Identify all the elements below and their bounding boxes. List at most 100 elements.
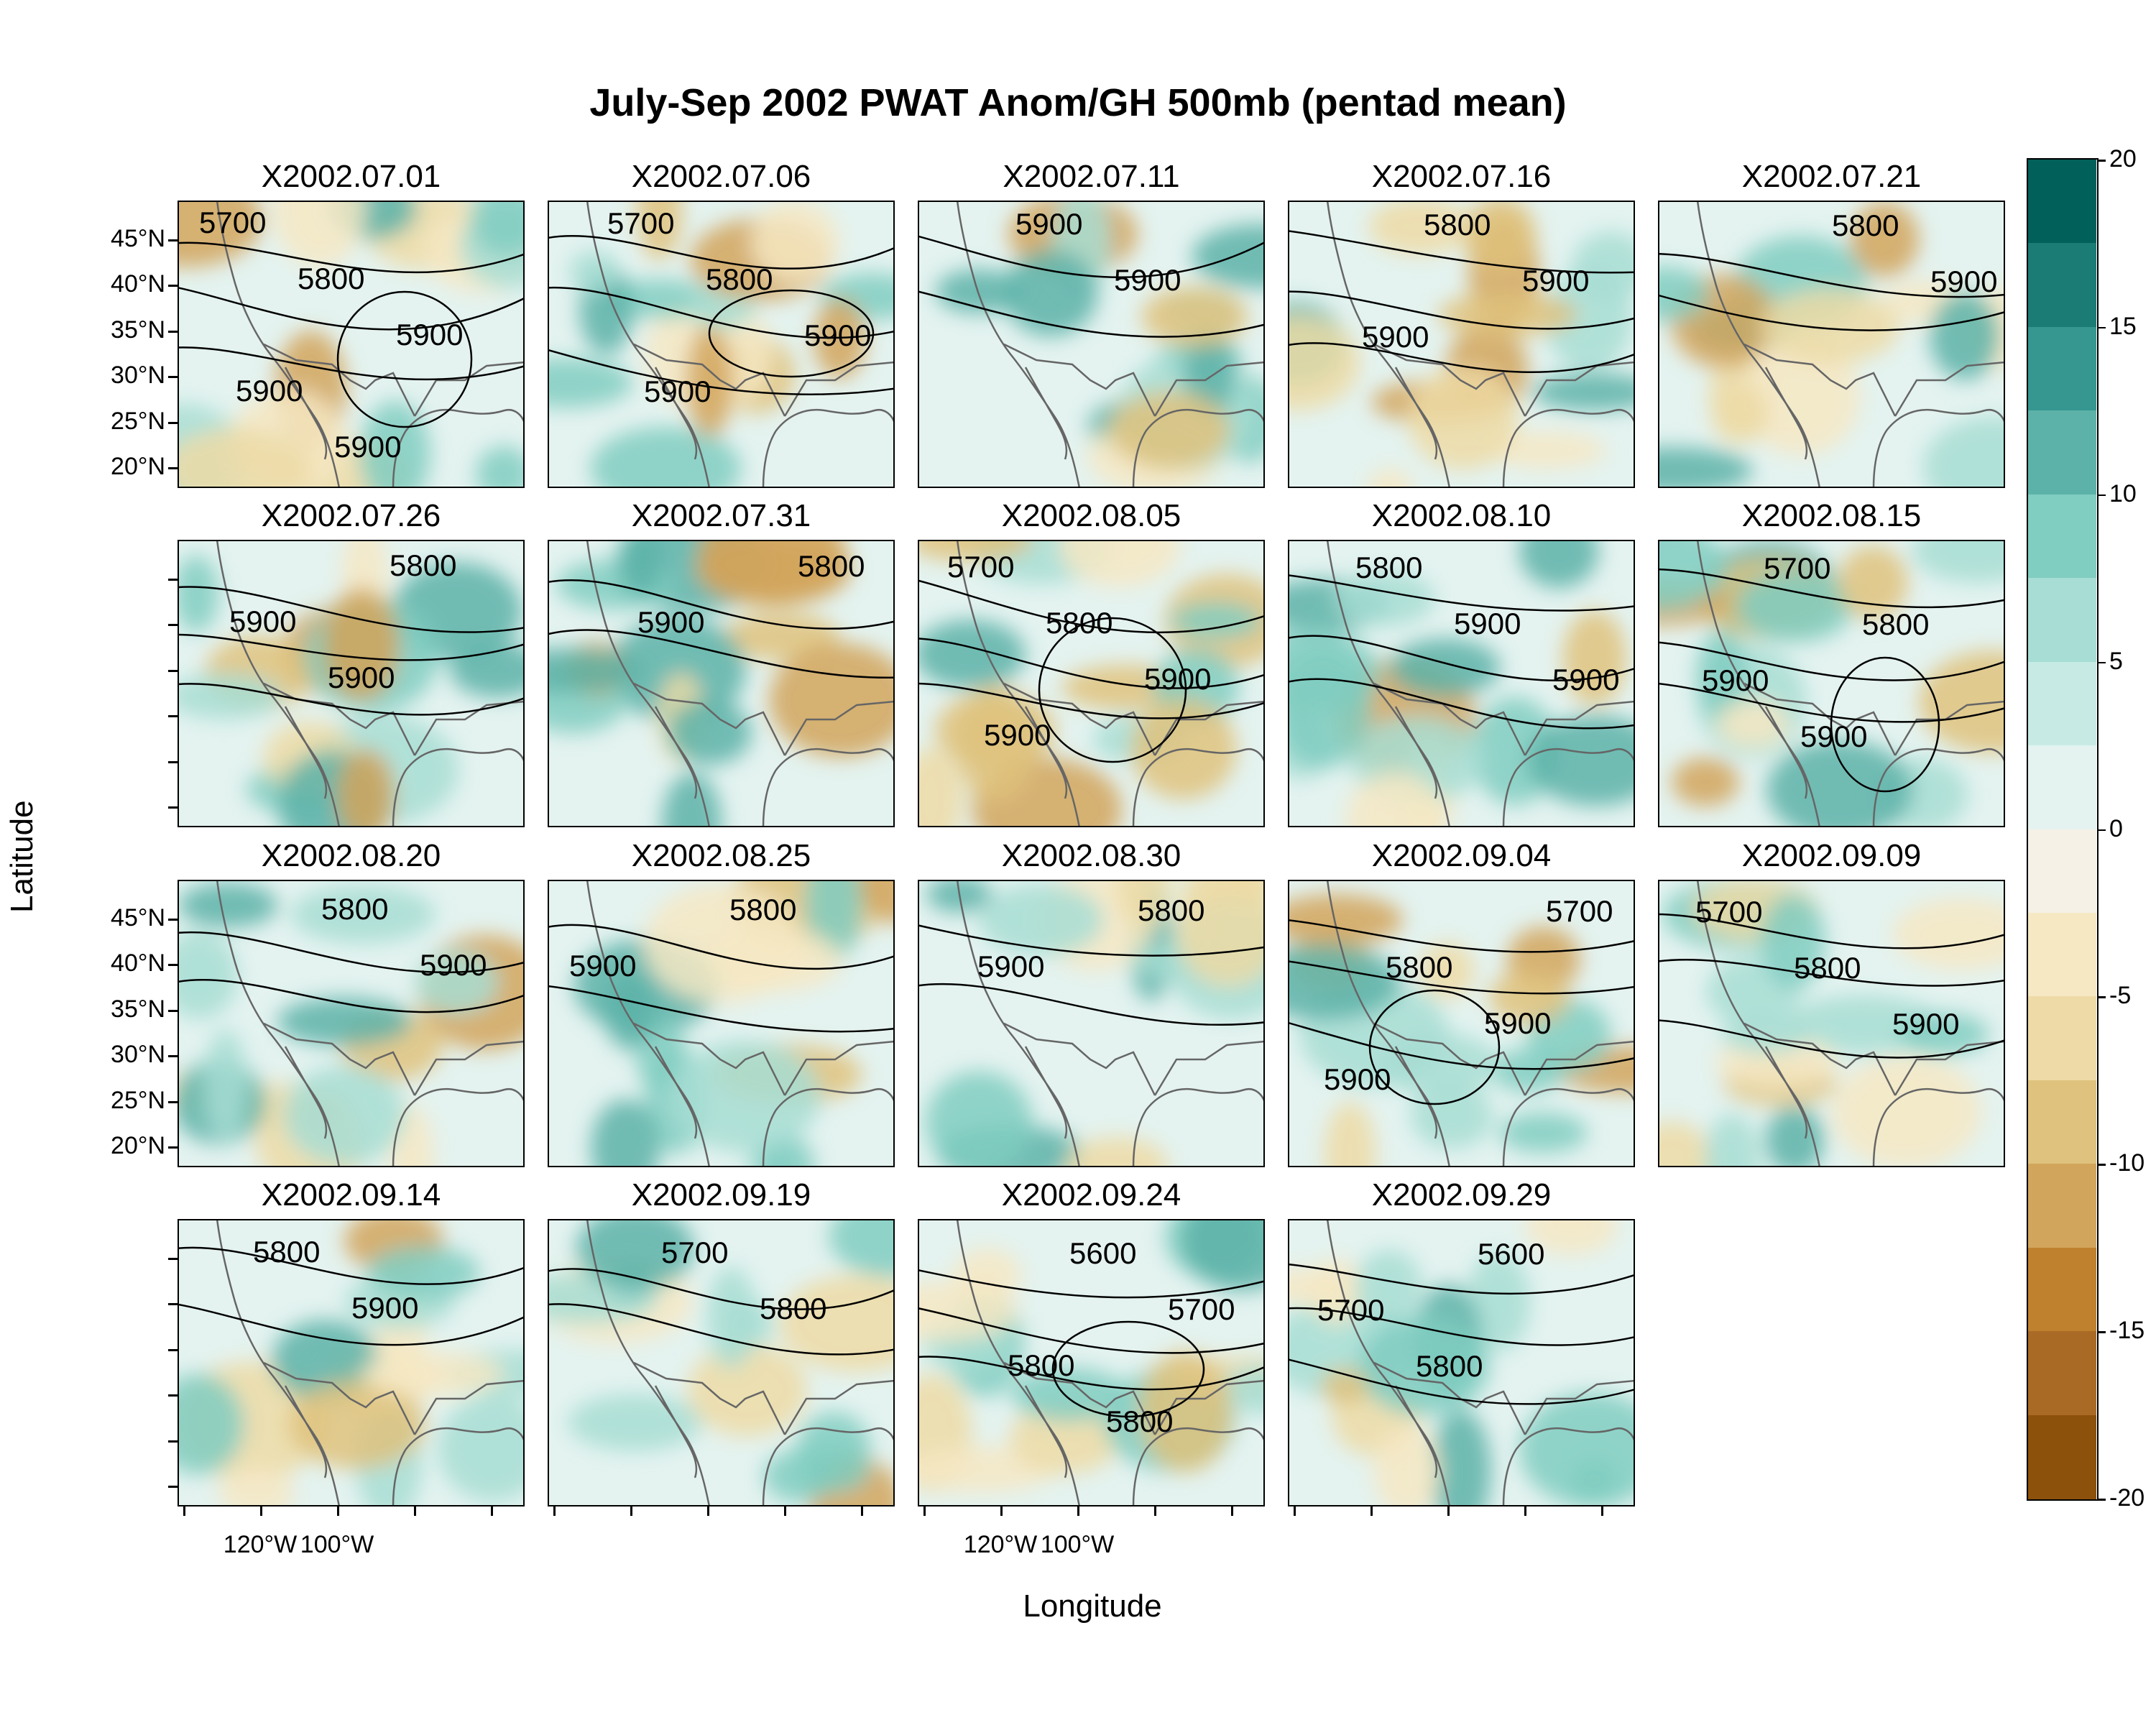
height-contour	[918, 924, 1265, 957]
longitude-tick	[1447, 1506, 1450, 1516]
map-panel: X2002.07.31 5800 5900	[548, 498, 895, 827]
y-axis-title: Latitude	[4, 800, 40, 913]
colorbar-tick	[2097, 661, 2106, 664]
longitude-tick	[1370, 1506, 1373, 1516]
moist-anomaly	[476, 446, 525, 488]
contour-label: 5800	[390, 548, 456, 582]
latitude-tick	[168, 761, 178, 763]
panel-date-label: X2002.08.20	[261, 838, 441, 873]
anomaly-field	[178, 883, 525, 1167]
moist-anomaly	[568, 1394, 702, 1452]
height-contour	[178, 586, 525, 633]
moist-anomaly	[1466, 1252, 1531, 1352]
moist-anomaly	[763, 1450, 835, 1503]
panel-date-label: X2002.09.14	[261, 1177, 441, 1213]
map-panel: X2002.07.015700580059005900590059005900	[178, 159, 525, 488]
height-contour	[178, 1246, 525, 1285]
gh-contours	[548, 1268, 895, 1356]
dry-anomaly	[636, 201, 683, 260]
moist-anomaly	[1658, 266, 1709, 321]
panel-date-label: X2002.08.30	[1001, 838, 1181, 873]
contour-label: 5800	[1008, 1348, 1074, 1382]
colorbar-segment	[2028, 912, 2096, 998]
height-contour	[548, 985, 895, 1033]
anomaly-field	[918, 540, 1265, 827]
moist-anomaly	[1181, 1219, 1265, 1292]
colorbar-segment	[2028, 1080, 2096, 1165]
latitude-tick-label: 45°N	[111, 904, 165, 932]
colorbar-segment	[2028, 996, 2096, 1081]
longitude-tick	[1524, 1506, 1526, 1516]
dry-anomaly	[1009, 1402, 1121, 1474]
contour-label: 5900	[1552, 663, 1619, 696]
contour-label: 5900	[433, 486, 499, 488]
height-contour	[1658, 1019, 2005, 1059]
height-contour	[1658, 252, 2005, 298]
panel-date-label: X2002.09.29	[1371, 1177, 1552, 1213]
longitude-tick	[183, 1506, 185, 1516]
contour-label: 5900	[804, 318, 871, 352]
height-contour	[1658, 294, 2005, 331]
coastline	[586, 540, 895, 827]
latitude-tick	[168, 1440, 178, 1443]
latitude-tick	[168, 806, 178, 809]
height-contour-closed	[708, 289, 875, 378]
longitude-tick-label: 100°W	[300, 1531, 374, 1558]
contour-label: 5600	[1478, 1237, 1544, 1271]
map-panel: X2002.07.06 5700 5800 5900 5900	[548, 159, 895, 488]
dry-anomaly	[1892, 898, 2005, 970]
colorbar-tick	[2097, 1331, 2106, 1333]
contour-label: 5700	[661, 1236, 728, 1269]
moist-anomaly	[978, 884, 1103, 956]
dry-anomaly	[1832, 1056, 1981, 1167]
dry-anomaly	[1488, 970, 1570, 1025]
dry-anomaly	[1288, 893, 1404, 946]
longitude-tick	[1000, 1506, 1003, 1516]
colorbar-segment	[2028, 1164, 2096, 1248]
contour-label: 5800	[298, 262, 364, 295]
pwat-anomaly-map: 5800 5900	[548, 540, 895, 827]
anomaly-field	[935, 201, 1265, 488]
moist-anomaly	[203, 1029, 248, 1141]
moist-anomaly	[1334, 571, 1435, 627]
colorbar-segment	[2028, 578, 2096, 663]
contour-label: 5900	[644, 374, 711, 408]
pwat-anomaly-map: 5700580059005900590059005900	[178, 201, 525, 488]
pwat-anomaly-map: 5900 5900	[918, 201, 1265, 488]
map-panel: X2002.07.26 5800 5900 5900	[178, 498, 525, 827]
height-contour	[1288, 1021, 1635, 1070]
contour-label: 5900	[637, 605, 704, 639]
height-contour	[918, 235, 1265, 278]
dry-anomaly	[1525, 1219, 1618, 1255]
latitude-tick	[168, 376, 178, 378]
colorbar-tick	[2097, 1164, 2106, 1166]
dry-anomaly	[219, 1467, 295, 1506]
colorbar	[2027, 158, 2099, 1501]
height-contour	[1288, 635, 1635, 681]
contour-label: 5900	[1702, 663, 1769, 697]
latitude-tick	[168, 239, 178, 242]
contour-label: 5900	[1144, 662, 1211, 696]
colorbar-tick-label: -10	[2109, 1149, 2145, 1177]
longitude-tick	[923, 1506, 926, 1516]
latitude-tick	[168, 1010, 178, 1012]
dry-anomaly	[1116, 880, 1172, 929]
moist-anomaly	[668, 1041, 821, 1153]
height-contour-closed	[1368, 989, 1501, 1105]
longitude-tick	[784, 1506, 786, 1516]
moist-anomaly	[1658, 540, 1727, 611]
longitude-tick	[630, 1506, 632, 1516]
dry-anomaly	[1716, 699, 1789, 749]
gh-contours	[1658, 252, 2005, 331]
contour-label: 5800	[729, 893, 796, 926]
map-panel: X2002.09.09 5700 5800 5900	[1658, 838, 2005, 1167]
dry-anomaly	[272, 201, 365, 268]
panel-date-label: X2002.09.19	[631, 1177, 811, 1213]
contour-label: 5700	[1764, 551, 1830, 585]
contour-label: 5700	[199, 206, 266, 239]
colorbar-tick	[2097, 996, 2106, 998]
contour-label: 5900	[1892, 1007, 1959, 1041]
latitude-tick-label: 40°N	[111, 270, 165, 298]
anomaly-field	[178, 201, 525, 488]
latitude-tick	[168, 715, 178, 717]
